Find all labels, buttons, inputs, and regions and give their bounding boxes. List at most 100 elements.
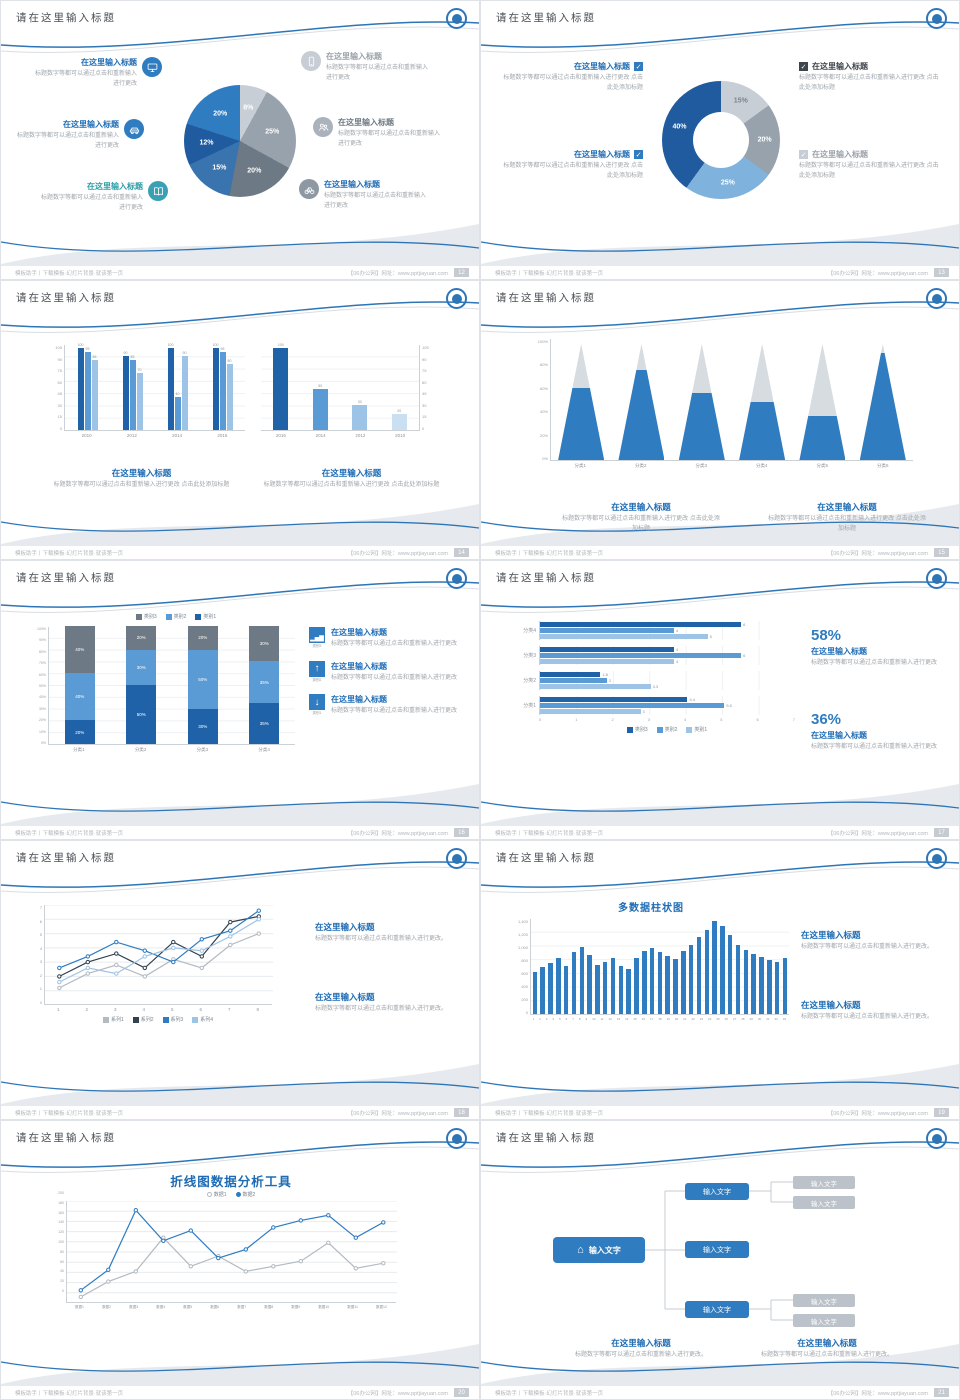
x-tick-label: 30 <box>757 1017 762 1021</box>
bar <box>688 944 694 1014</box>
bar-group <box>571 952 577 1014</box>
section-text-block: 在这里输入标题 标题数字等都可以通过点击和重新输入进行更改。 <box>801 929 943 953</box>
item-title: 在这里输入标题 <box>81 58 137 67</box>
wave-line-blue <box>1 1361 479 1372</box>
footer-left-text: 模板助手丨下载模板·幻灯片背景·就该第一页 <box>495 1390 604 1397</box>
slide-12[interactable]: 8% 25% 20% 15% 12% 20% 在这里输入标题 标题数字等都可以通过点击和重… <box>1 1 479 279</box>
bar-wrap <box>665 956 670 1014</box>
footer-right-text: 【06办公网】网址：www.pptjiayuan.com <box>827 830 928 837</box>
y-tick-label: 0% <box>542 455 548 461</box>
bar-value: 40 <box>175 392 180 397</box>
y-tick-label: 40% <box>539 409 548 415</box>
data-point <box>228 928 233 933</box>
bar-value: 5 <box>709 634 712 639</box>
stat-title: 在这里输入标题 <box>811 731 867 740</box>
column-chart: 1,400 1,200 1,000 800 600 400 200 0 1 2 3 4 5 6 7 8 9 10 1… <box>513 919 789 1021</box>
x-axis: 分类1 分类2 分类3 分类4 分类5 分类6 <box>550 463 913 469</box>
bar-group: 100 95 85 <box>77 343 98 430</box>
bar-row: 6 <box>540 622 795 627</box>
x-tick-label: 7 <box>227 1007 231 1012</box>
bar-wrap: 40 <box>174 392 181 430</box>
y-tick-label: 90 <box>422 356 427 362</box>
item-body: 标题数字等都可以通过点击和重新输入进行更改 <box>16 133 119 149</box>
item-heading-row: 在这里输入标题 ✓ <box>501 149 643 160</box>
y-tick-label: 80 <box>60 1249 64 1254</box>
bar <box>548 962 553 1014</box>
slide-14[interactable]: 105 90 75 60 45 30 15 0 100 95 85 90 85 70 100 40 90 100 9… <box>1 281 479 559</box>
section-text-block: 在这里输入标题 标题数字等都可以通过点击和重新输入进行更改。 <box>801 999 943 1023</box>
bar-group <box>649 948 655 1014</box>
item-body: 标题数字等都可以通过点击和重新输入进行更改 <box>326 65 429 81</box>
slide-20[interactable]: 折线图数据分析工具 200 180 160 140 120 100 80 60 40 20 0 数据1… <box>1 1121 479 1399</box>
legend-swatch <box>626 726 633 733</box>
wave-path-gray <box>1 586 479 613</box>
category-items: ▂▅▇ 类别3 在这里输入标题 标题数字等都可以通过点击和重新输入进行更改 ↑ 类别… <box>309 627 465 728</box>
item-title: 在这里输入标题 <box>574 150 630 159</box>
x-tick-label: 数据7 <box>237 1305 247 1309</box>
phone-icon <box>301 51 321 71</box>
slide-15[interactable]: 100% 80% 60% 40% 20% 0% 分类1 分类2 分类3 分类4 分类5 分类6 在这里… <box>481 281 959 559</box>
wave-path-gray <box>481 586 959 613</box>
bar-row: 4 <box>540 659 795 664</box>
legend-label: 系列2 <box>140 1017 154 1023</box>
footer-left-text: 模板助手丨下载模板·幻灯片背景·就该第一页 <box>15 550 124 557</box>
wave-band <box>481 224 959 266</box>
slide-18[interactable]: 7 6 5 4 3 2 1 0 1 2 3 4 5 6 7 8 系列1 系列2 系列3 系列4 在这里输入标题 标题数… <box>1 841 479 1119</box>
section-body: 标题数字等都可以通过点击和重新输入进行更改。 <box>801 944 934 950</box>
slide-13[interactable]: 15% 20% 25% 40% 在这里输入标题 ✓ 标题数字等都可以通过点击和重新输入… <box>481 1 959 279</box>
bar-value: 4.4 <box>689 697 696 702</box>
wave-path-gray <box>481 1146 959 1173</box>
slide-title: 请在这里输入标题 <box>496 292 596 304</box>
slide-21[interactable]: ⌂ 输入文字 输入文字 输入文字 输入文字 输入文字 输入文字 输入文字 输入文… <box>481 1121 959 1399</box>
y-tick-label: 600 <box>521 971 528 976</box>
bottom-wave-decoration <box>481 224 959 266</box>
wave-path-gray <box>1 26 479 53</box>
bars-area: 4 6 4 <box>539 646 795 665</box>
legend-label: 类别3 <box>143 614 157 620</box>
y-tick-label: 0 <box>525 1010 528 1015</box>
wave-line-blue <box>1 1081 479 1092</box>
infographic-item: 在这里输入标题 标题数字等都可以通过点击和重新输入进行更改 <box>313 117 444 149</box>
y-tick-label: 30% <box>38 706 46 711</box>
slide-19[interactable]: 多数据柱状图 1,400 1,200 1,000 800 600 400 200 0 1 2 3 4 5… <box>481 841 959 1119</box>
y-tick-label: 800 <box>521 958 528 963</box>
bottom-wave-decoration <box>481 1064 959 1106</box>
page-number: 16 <box>454 828 469 837</box>
x-tick-label: 分类3 <box>196 747 209 752</box>
bar-wrap <box>735 945 741 1014</box>
page-number: 19 <box>934 1108 949 1117</box>
slide-footer: 模板助手丨下载模板·幻灯片背景·就该第一页 【06办公网】网址：www.pptji… <box>481 1106 959 1119</box>
bar-wrap <box>540 967 545 1014</box>
bar-group: 50 <box>312 384 328 430</box>
slide-17[interactable]: 分类4 6 4 5 分类3 4 6 4 分类2 1.8 2 3.3 分类1 4.4 5.5 3 0 1 2 3 4 5 6 7… <box>481 561 959 839</box>
section-text-block: 在这里输入标题 标题数字等都可以通过点击和重新输入进行更改 点击此处添加标题 <box>767 501 927 534</box>
y-tick-label: 105 <box>422 345 429 350</box>
x-tick-label: 26 <box>724 1017 728 1021</box>
arrow-up-glyph: ↑ <box>309 660 325 677</box>
x-tick-label: 14 <box>625 1017 629 1021</box>
wave-line-blue <box>481 241 959 252</box>
bar-value: 50 <box>318 384 323 389</box>
page-number: 12 <box>454 268 469 277</box>
slide-footer: 模板助手丨下载模板·幻灯片背景·就该第一页 【06办公网】网址：www.pptji… <box>481 266 959 279</box>
line-chart: 200 180 160 140 120 100 80 60 40 20 0 数据1 数据2 数据1 数据2 数… <box>49 1191 397 1310</box>
bar-row: 4 <box>540 647 795 652</box>
section-title: 在这里输入标题 <box>315 992 375 1002</box>
data-point <box>142 974 148 979</box>
y-axis: 1,400 1,200 1,000 800 600 400 200 0 <box>513 919 530 1015</box>
bar-group: 分类4 6 4 5 <box>515 621 795 640</box>
wave-band <box>1 1344 479 1386</box>
x-tick-label: 2016 <box>217 433 228 438</box>
item-text: 在这里输入标题 标题数字等都可以通过点击和重新输入进行更改 <box>324 179 430 211</box>
slide-16[interactable]: 类别3 类别2 类别1 100% 90% 80% 70% 60% 50% 40% 30% 20% 10… <box>1 561 479 839</box>
bar-wrap <box>556 957 561 1014</box>
bar-group <box>634 957 639 1014</box>
legend-item: 类别3 <box>626 726 648 733</box>
data-point <box>228 942 233 948</box>
bar <box>540 672 601 677</box>
item-body: 标题数字等都可以通过点击和重新输入进行更改 点击此处添加标题 <box>503 75 643 91</box>
item-title: 在这里输入标题 <box>326 52 382 61</box>
x-tick-label: 5 <box>558 1017 561 1021</box>
y-tick-label: 60 <box>422 379 427 385</box>
wave-path-blue <box>1 1141 479 1168</box>
